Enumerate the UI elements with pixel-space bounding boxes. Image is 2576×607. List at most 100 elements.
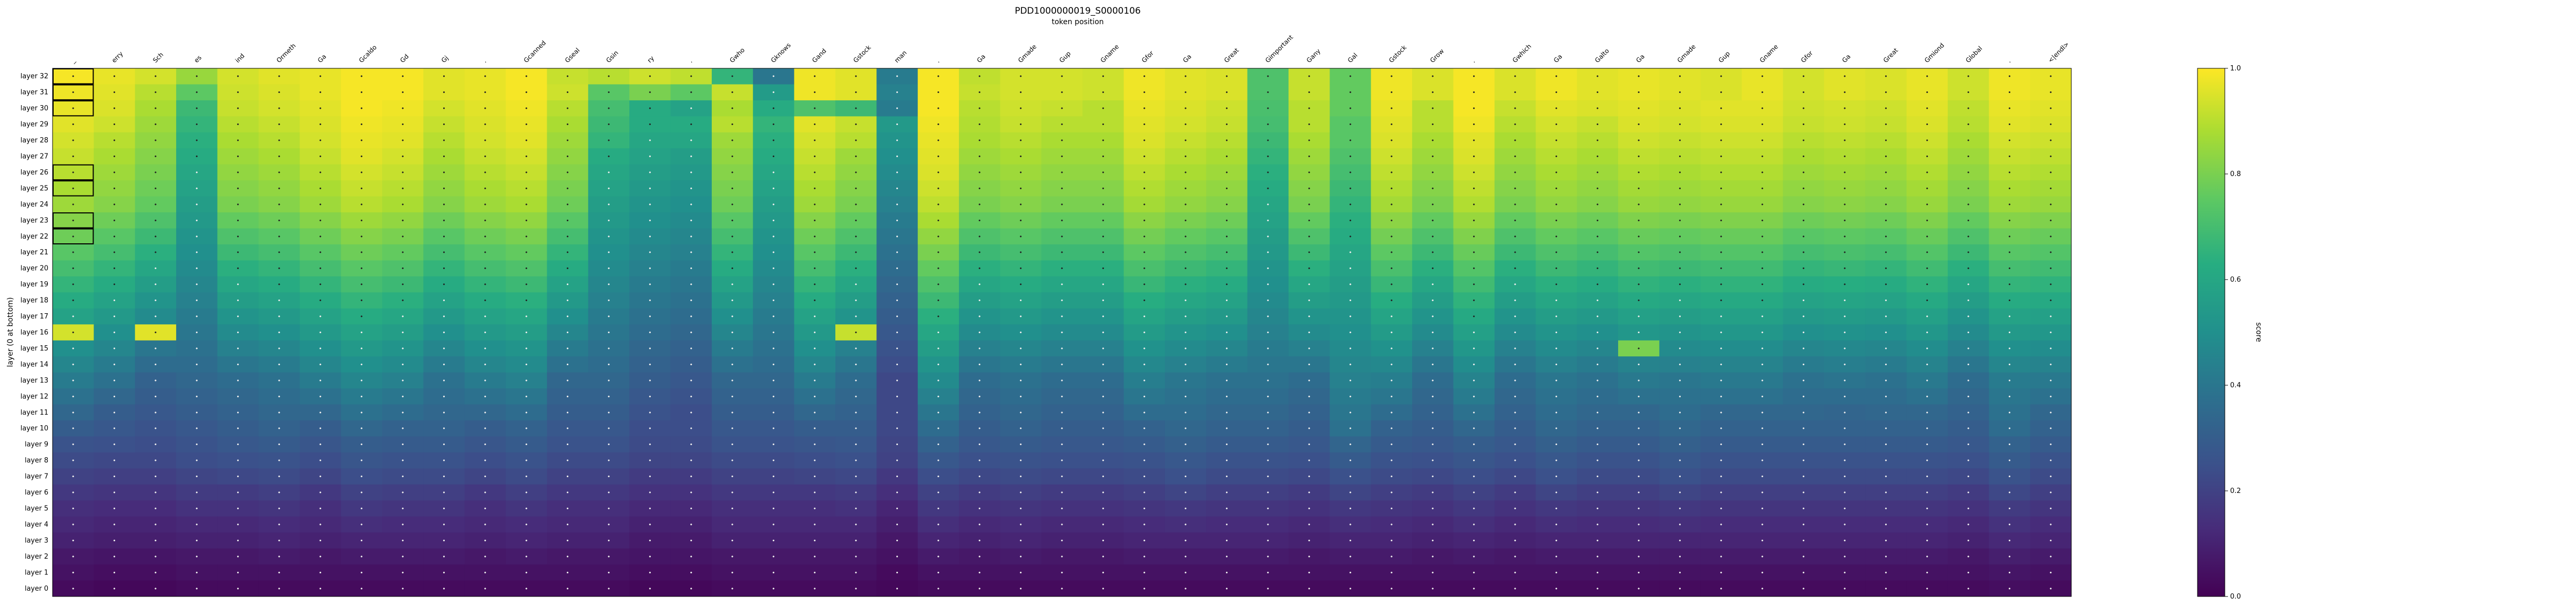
cell-glyph: • <box>442 377 446 384</box>
cell-glyph: • <box>937 185 941 192</box>
cell-glyph: • <box>978 330 982 336</box>
heatmap-cell <box>1371 84 1413 101</box>
heatmap-cell <box>382 116 424 133</box>
cell-glyph: • <box>1184 89 1188 96</box>
heatmap-cell <box>753 244 795 261</box>
heatmap-cell <box>547 164 589 181</box>
cell-glyph: • <box>1761 73 1764 80</box>
heatmap-cell <box>1123 276 1166 293</box>
cell-glyph: • <box>1884 474 1888 480</box>
cell-glyph: • <box>1142 425 1146 432</box>
cell-glyph: • <box>1431 457 1435 464</box>
cell-glyph: • <box>319 297 322 304</box>
cell-glyph: • <box>813 233 817 240</box>
heatmap-cell <box>794 260 836 277</box>
cell-glyph: • <box>1637 409 1641 416</box>
cell-glyph: • <box>813 265 817 272</box>
heatmap-cell <box>1164 196 1207 213</box>
column-tick-label: Ga <box>1552 53 1564 64</box>
heatmap-cell <box>258 100 300 117</box>
cell-glyph: • <box>895 377 899 384</box>
cell-glyph: • <box>1307 281 1311 288</box>
cell-glyph: • <box>154 330 158 336</box>
cell-glyph: • <box>484 313 487 320</box>
cell-glyph: • <box>648 537 652 544</box>
cell-glyph: • <box>1637 553 1641 560</box>
colorbar <box>2197 68 2225 597</box>
cell-glyph: • <box>1596 249 1600 256</box>
cell-glyph: • <box>1843 506 1847 512</box>
cell-glyph: • <box>813 441 817 448</box>
cell-glyph: • <box>1348 521 1352 528</box>
heatmap-cell <box>341 68 383 85</box>
cell-glyph: • <box>1555 377 1558 384</box>
heatmap-cell <box>53 132 94 149</box>
cell-glyph: • <box>854 201 858 208</box>
cell-glyph: • <box>1142 169 1146 176</box>
cell-glyph: • <box>648 281 652 288</box>
heatmap-cell <box>1494 132 1536 149</box>
cell-glyph: • <box>1266 233 1270 240</box>
cell-glyph: • <box>854 393 858 400</box>
row-tick-label: layer 9 <box>25 441 48 449</box>
cell-glyph: • <box>1967 553 1970 560</box>
heatmap-cell <box>1164 212 1207 229</box>
cell-glyph: • <box>1060 265 1064 272</box>
cell-glyph: • <box>360 474 364 480</box>
cell-glyph: • <box>1720 409 1723 416</box>
heatmap-cell <box>1989 244 2031 261</box>
cell-glyph: • <box>1101 233 1105 240</box>
cell-glyph: • <box>1720 137 1723 144</box>
heatmap-cell <box>341 212 383 229</box>
heatmap-cell <box>753 228 795 245</box>
cell-glyph: • <box>1802 441 1805 448</box>
cell-glyph: • <box>1925 441 1929 448</box>
heatmap-cell <box>670 276 712 293</box>
cell-glyph: • <box>772 441 775 448</box>
cell-glyph: • <box>813 217 817 224</box>
cell-glyph: • <box>1884 585 1888 592</box>
cell-glyph: • <box>1019 73 1023 80</box>
heatmap-cell <box>1371 68 1413 85</box>
heatmap-cell <box>1082 260 1125 277</box>
cell-glyph: • <box>1019 489 1023 496</box>
cell-glyph: • <box>1390 345 1394 352</box>
cell-glyph: • <box>1720 425 1723 432</box>
cell-glyph: • <box>731 73 734 80</box>
cell-glyph: • <box>1967 73 1970 80</box>
cell-glyph: • <box>2049 297 2053 304</box>
cell-glyph: • <box>1060 153 1064 160</box>
cell-glyph: • <box>1967 233 1970 240</box>
cell-glyph: • <box>2049 377 2053 384</box>
cell-glyph: • <box>1884 137 1888 144</box>
cell-glyph: • <box>1802 185 1805 192</box>
cell-glyph: • <box>1019 409 1023 416</box>
cell-glyph: • <box>1802 105 1805 112</box>
cell-glyph: • <box>1472 153 1476 160</box>
heatmap-cell <box>1700 84 1742 101</box>
heatmap-cell <box>670 132 712 149</box>
cell-glyph: • <box>1060 441 1064 448</box>
heatmap-cell <box>1082 84 1125 101</box>
cell-glyph: • <box>813 377 817 384</box>
cell-glyph: • <box>1720 569 1723 576</box>
cell-glyph: • <box>442 409 446 416</box>
row-tick-label: layer 28 <box>21 137 48 145</box>
cell-glyph: • <box>154 169 158 176</box>
heatmap-cell <box>1700 132 1742 149</box>
heatmap-cell <box>1824 68 1866 85</box>
cell-glyph: • <box>689 506 693 512</box>
cell-glyph: • <box>525 361 528 368</box>
cell-glyph: • <box>319 105 322 112</box>
cell-glyph: • <box>937 105 941 112</box>
heatmap-cell <box>1700 116 1742 133</box>
heatmap-cell <box>2030 100 2072 117</box>
cell-glyph: • <box>1307 393 1311 400</box>
cell-glyph: • <box>1637 121 1641 128</box>
cell-glyph: • <box>319 409 322 416</box>
heatmap-cell <box>794 180 836 197</box>
heatmap-cell <box>1289 180 1330 197</box>
cell-glyph: • <box>813 73 817 80</box>
heatmap-cell <box>2030 116 2072 133</box>
cell-glyph: • <box>1307 345 1311 352</box>
